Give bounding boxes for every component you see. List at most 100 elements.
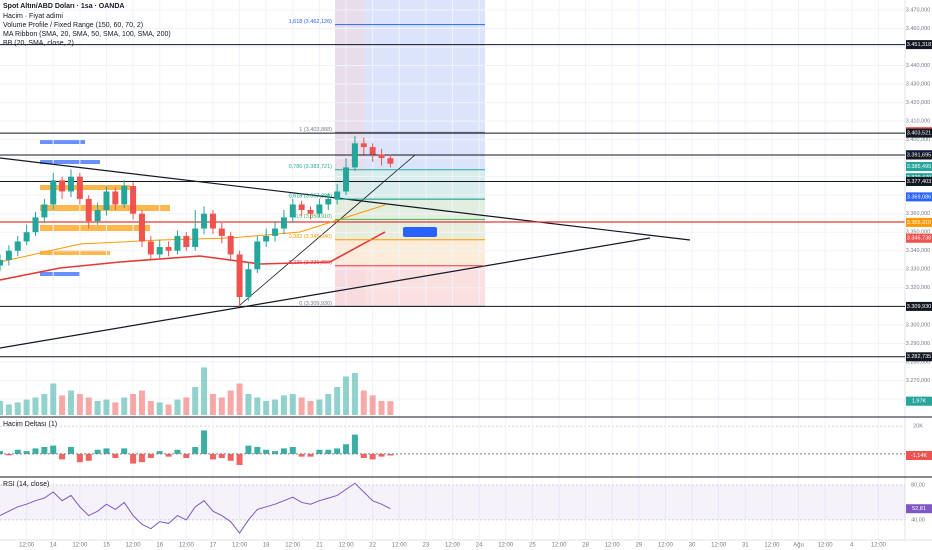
bar [156,451,163,454]
candle-body [236,254,243,298]
bar [209,394,216,415]
profile-bar [40,140,85,144]
candle-body [334,191,341,199]
price-tag-label: 3.369,086 [907,194,931,200]
bar [245,445,252,454]
candle-body [351,143,358,168]
fib-label: 0,236 (3.331,890) [289,260,333,266]
price-tag-label: 3.451,318 [907,42,931,48]
bar [343,444,350,454]
bar [41,447,48,454]
x-tick-label: 12:00 [392,543,408,549]
bar [280,395,287,415]
bar [138,453,145,463]
candle-body [218,228,225,236]
y-tick-label: 3.410,000 [906,119,930,125]
y-tick-label: 3.400,000 [906,137,930,143]
fib-label: 0,382 (3.345,940) [289,234,333,240]
y-tick-label: 3.350,000 [906,230,930,236]
y-tick-label: 3.320,000 [906,285,930,291]
candle-body [360,143,367,148]
candle-body [316,204,323,214]
price-tag [906,161,932,171]
profile-bar [40,225,150,231]
bar [147,401,154,415]
price-tag-label: 3.377,403 [907,179,931,185]
bar [218,397,225,415]
profile-bar [40,272,80,276]
candle-body [378,154,385,159]
x-tick-label: 12:00 [72,543,88,549]
profile-bar [40,160,100,164]
x-tick-label: 12:00 [126,543,142,549]
price-tag [906,192,932,202]
x-tick-label: 22 [369,543,376,549]
bar [5,404,12,415]
bar [201,430,208,454]
bar [59,395,66,415]
bar [325,449,332,454]
candle-body [280,217,287,229]
price-tag [906,176,932,186]
indicator-label: Volume Profile / Fixed Range (150, 60, 7… [3,22,143,29]
bar [23,451,30,454]
candle-body [192,228,199,248]
candle-body [387,158,394,164]
candle-body [201,213,208,229]
x-tick-label: 24 [476,543,483,549]
x-tick-label: 12:00 [764,543,780,549]
price-tag-label: 1,97K [912,399,927,405]
bar [209,453,216,460]
candle-body [263,235,270,242]
bar [183,397,190,415]
candle-body [209,213,216,229]
price-tag [906,40,932,50]
price-tag [906,217,932,227]
bar [387,453,394,456]
bar [14,449,21,454]
bar [360,453,367,459]
bar [32,448,39,454]
bar [50,445,57,454]
bar [351,434,358,454]
candle-body [174,235,181,251]
bar [94,401,101,415]
bar [23,399,30,415]
x-tick-label: 12:00 [711,543,727,549]
bar [334,448,341,454]
y-tick-label: 3.430,000 [906,82,930,88]
bar [50,383,57,415]
candle-body [59,180,66,192]
bar [298,397,305,415]
y-tick-label: 3.420,000 [906,100,930,106]
x-tick-label: 23 [423,543,430,549]
bar [165,404,172,415]
bar [218,453,225,459]
bar [387,401,394,415]
candle-body [343,167,350,192]
price-tag [906,504,932,514]
trendline [0,237,651,349]
bar [112,402,119,415]
x-tick-label: 12:00 [445,543,461,549]
x-tick-label: 15 [103,543,110,549]
bar [307,453,314,457]
candle-body [23,232,30,242]
bar [121,448,128,454]
candle-body [67,176,74,192]
y-tick-label: 80,00 [911,482,925,488]
bar [254,447,261,454]
x-tick-label: 12:00 [285,543,301,549]
candle-body [165,247,172,251]
bar [5,453,12,456]
bar [351,373,358,415]
bar [192,447,199,454]
candle-body [272,228,279,236]
bar [369,453,376,460]
price-tag [906,352,932,362]
x-tick-label: 31 [742,543,749,549]
price-tag-label: 3.309,930 [907,304,931,310]
price-tag [906,450,932,460]
candle-body [254,241,261,270]
y-tick-label: 3.470,000 [906,7,930,13]
